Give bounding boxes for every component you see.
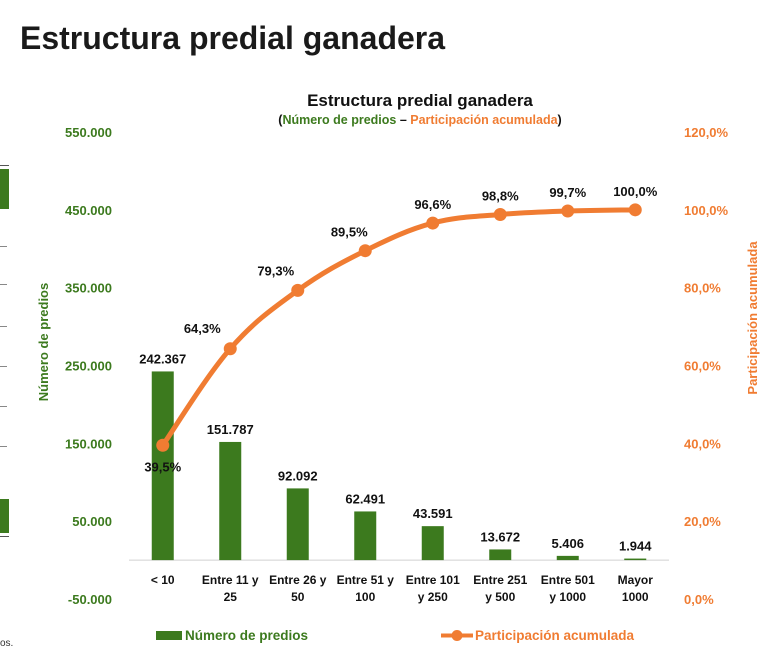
bar-value-label: 1.944 [619, 539, 652, 554]
y-right-tick-label: 120,0% [684, 125, 729, 140]
page-title: Estructura predial ganadera [20, 20, 446, 56]
partial-table-line [0, 406, 7, 407]
x-category-label: 100 [355, 590, 375, 604]
partial-table-line [0, 284, 7, 285]
partial-table-line [0, 446, 7, 447]
cumulative-point [561, 204, 575, 218]
y-right-tick-label: 20,0% [684, 514, 721, 529]
x-category-label: Entre 101 [406, 573, 460, 587]
bar [489, 549, 512, 561]
legend-bar-label: Número de predios [185, 628, 308, 643]
y-right-tick-label: 0,0% [684, 592, 714, 607]
legend-line-marker [451, 630, 463, 641]
line-value-label: 96,6% [414, 197, 451, 212]
footnote: os. [0, 638, 14, 649]
cumulative-point [223, 342, 237, 356]
x-category-label: y 1000 [549, 590, 586, 604]
x-category-label: Entre 501 [541, 573, 595, 587]
bar [421, 526, 444, 561]
bar [151, 371, 174, 561]
line-value-label: 100,0% [613, 184, 658, 199]
partial-table-line [0, 366, 7, 367]
cumulative-line [160, 207, 638, 448]
cumulative-point [156, 438, 170, 452]
subtitle-open-paren: ( [278, 113, 283, 127]
y-right-tick-label: 100,0% [684, 203, 729, 218]
x-category-label: Entre 26 y [269, 573, 327, 587]
chart-subtitle: (Número de predios – Participación acumu… [278, 113, 561, 127]
bar-value-label: 5.406 [551, 536, 584, 551]
x-category-label: y 250 [418, 590, 448, 604]
cumulative-point [426, 216, 440, 230]
line-value-label: 64,3% [184, 321, 221, 336]
subtitle-bar-series-name: Número de predios [282, 113, 396, 127]
partial-green-cell [0, 499, 9, 533]
x-category-label: 1000 [622, 590, 649, 604]
y-right-tick-label: 60,0% [684, 359, 721, 374]
cumulative-point [628, 203, 642, 217]
y-left-axis-title: Número de predios [36, 283, 51, 401]
bar [556, 555, 579, 561]
line-value-label: 79,3% [257, 263, 294, 278]
bar-value-label: 62.491 [345, 491, 385, 506]
x-category-label: Mayor [618, 573, 654, 587]
x-category-label: < 10 [151, 573, 175, 587]
bar [624, 558, 647, 561]
x-category-label: y 500 [485, 590, 515, 604]
line-value-label: 98,8% [482, 189, 519, 204]
x-category-label: Entre 251 [473, 573, 527, 587]
x-category-label: 50 [291, 590, 305, 604]
x-category-label: Entre 51 y [337, 573, 395, 587]
y-left-tick-label: 450.000 [65, 203, 112, 218]
left-edge-partial-table [0, 165, 9, 537]
y-left-tick-label: 250.000 [65, 359, 112, 374]
legend-line-label: Participación acumulada [475, 628, 635, 643]
y-right-axis-title: Participación acumulada [745, 241, 760, 395]
partial-table-line [0, 326, 7, 327]
bar-value-label: 43.591 [413, 506, 453, 521]
cumulative-point [291, 283, 305, 297]
bar [219, 441, 242, 561]
legend-bar-swatch [156, 631, 182, 640]
bar-value-label: 92.092 [278, 468, 318, 483]
x-category-label: 25 [224, 590, 238, 604]
partial-green-cell [0, 169, 9, 209]
y-left-tick-label: 550.000 [65, 125, 112, 140]
subtitle-separator: – [396, 113, 410, 127]
bar-value-label: 242.367 [139, 351, 186, 366]
subtitle-close-paren: ) [558, 113, 562, 127]
y-right-tick-label: 80,0% [684, 281, 721, 296]
cumulative-point [358, 244, 372, 258]
bar-value-label: 13.672 [480, 529, 520, 544]
partial-table-line [0, 246, 7, 247]
bar [354, 511, 377, 561]
line-value-label: 99,7% [549, 185, 586, 200]
chart-title: Estructura predial ganadera [307, 91, 533, 110]
cumulative-point [493, 208, 507, 222]
y-left-tick-label: 350.000 [65, 281, 112, 296]
y-left-tick-label: 50.000 [72, 514, 112, 529]
subtitle-line-series-name: Participación acumulada [410, 113, 558, 127]
y-right-tick-label: 40,0% [684, 436, 721, 451]
line-value-label: 89,5% [331, 225, 368, 240]
y-left-tick-label: -50.000 [68, 592, 112, 607]
bar-value-label: 151.787 [207, 422, 254, 437]
bar [286, 488, 309, 561]
y-left-tick-label: 150.000 [65, 436, 112, 451]
line-value-label: 39,5% [144, 459, 181, 474]
x-category-label: Entre 11 y [202, 573, 259, 587]
